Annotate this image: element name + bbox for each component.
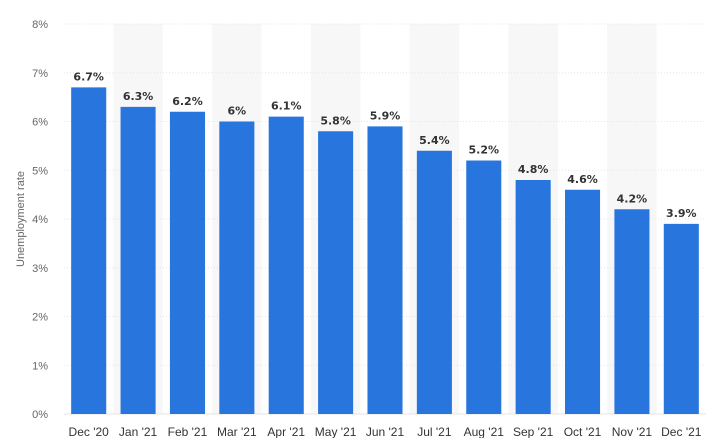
data-label: 4.2% xyxy=(617,192,648,205)
x-tick-label: Feb '21 xyxy=(168,425,208,438)
bar[interactable] xyxy=(120,106,156,414)
bar[interactable] xyxy=(416,150,452,414)
x-tick-label: Sep '21 xyxy=(513,425,554,438)
bar[interactable] xyxy=(367,126,403,414)
x-tick-label: Apr '21 xyxy=(267,425,305,438)
data-label: 6.2% xyxy=(172,95,203,108)
x-tick-label: Mar '21 xyxy=(217,425,257,438)
bar[interactable] xyxy=(318,131,354,414)
bar[interactable] xyxy=(565,189,601,414)
y-tick-label: 2% xyxy=(32,312,48,324)
bar[interactable] xyxy=(268,116,304,414)
data-label: 6.7% xyxy=(73,70,104,83)
y-tick-label: 8% xyxy=(32,19,48,31)
y-tick-label: 7% xyxy=(32,68,48,80)
data-label: 5.9% xyxy=(370,109,401,122)
data-label: 3.9% xyxy=(666,207,697,220)
y-axis-ticks: 0% 1% 2% 3% 4% 5% 6% 7% 8% xyxy=(32,19,48,421)
x-tick-label: May '21 xyxy=(315,425,357,438)
y-tick-label: 6% xyxy=(32,117,48,129)
data-label: 4.8% xyxy=(518,163,549,176)
data-label: 6.3% xyxy=(123,90,154,103)
bars xyxy=(71,87,699,414)
data-label: 5.8% xyxy=(320,114,351,127)
x-tick-label: Nov '21 xyxy=(612,425,653,438)
bar[interactable] xyxy=(515,180,551,414)
bar[interactable] xyxy=(169,111,205,414)
y-tick-label: 5% xyxy=(32,165,48,177)
x-tick-label: Dec '21 xyxy=(661,425,702,438)
bar[interactable] xyxy=(71,87,107,414)
x-tick-label: Jun '21 xyxy=(366,425,405,438)
data-label: 6% xyxy=(228,105,247,118)
x-tick-label: Oct '21 xyxy=(564,425,602,438)
y-tick-label: 3% xyxy=(32,263,48,275)
bar[interactable] xyxy=(466,160,502,415)
data-labels: 6.7% 6.3% 6.2% 6% 6.1% 5.8% 5.9% 5.4% 5.2% 4.8% 4.… xyxy=(73,70,696,220)
x-tick-label: Aug '21 xyxy=(464,425,505,438)
y-tick-label: 0% xyxy=(32,409,48,421)
bar[interactable] xyxy=(614,209,650,414)
x-tick-label: Jan '21 xyxy=(119,425,158,438)
bar[interactable] xyxy=(663,223,699,414)
data-label: 5.2% xyxy=(469,144,500,157)
data-label: 6.1% xyxy=(271,100,302,113)
data-label: 4.6% xyxy=(567,173,598,186)
data-label: 5.4% xyxy=(419,134,450,147)
bar[interactable] xyxy=(219,121,255,415)
y-tick-label: 1% xyxy=(32,360,48,372)
x-axis-ticks: Dec '20 Jan '21 Feb '21 Mar '21 Apr '21 May '… xyxy=(69,425,702,438)
y-tick-label: 4% xyxy=(32,214,48,226)
y-axis-title: Unemployment rate xyxy=(15,171,27,267)
x-tick-label: Jul '21 xyxy=(417,425,452,438)
x-tick-label: Dec '20 xyxy=(69,425,110,438)
